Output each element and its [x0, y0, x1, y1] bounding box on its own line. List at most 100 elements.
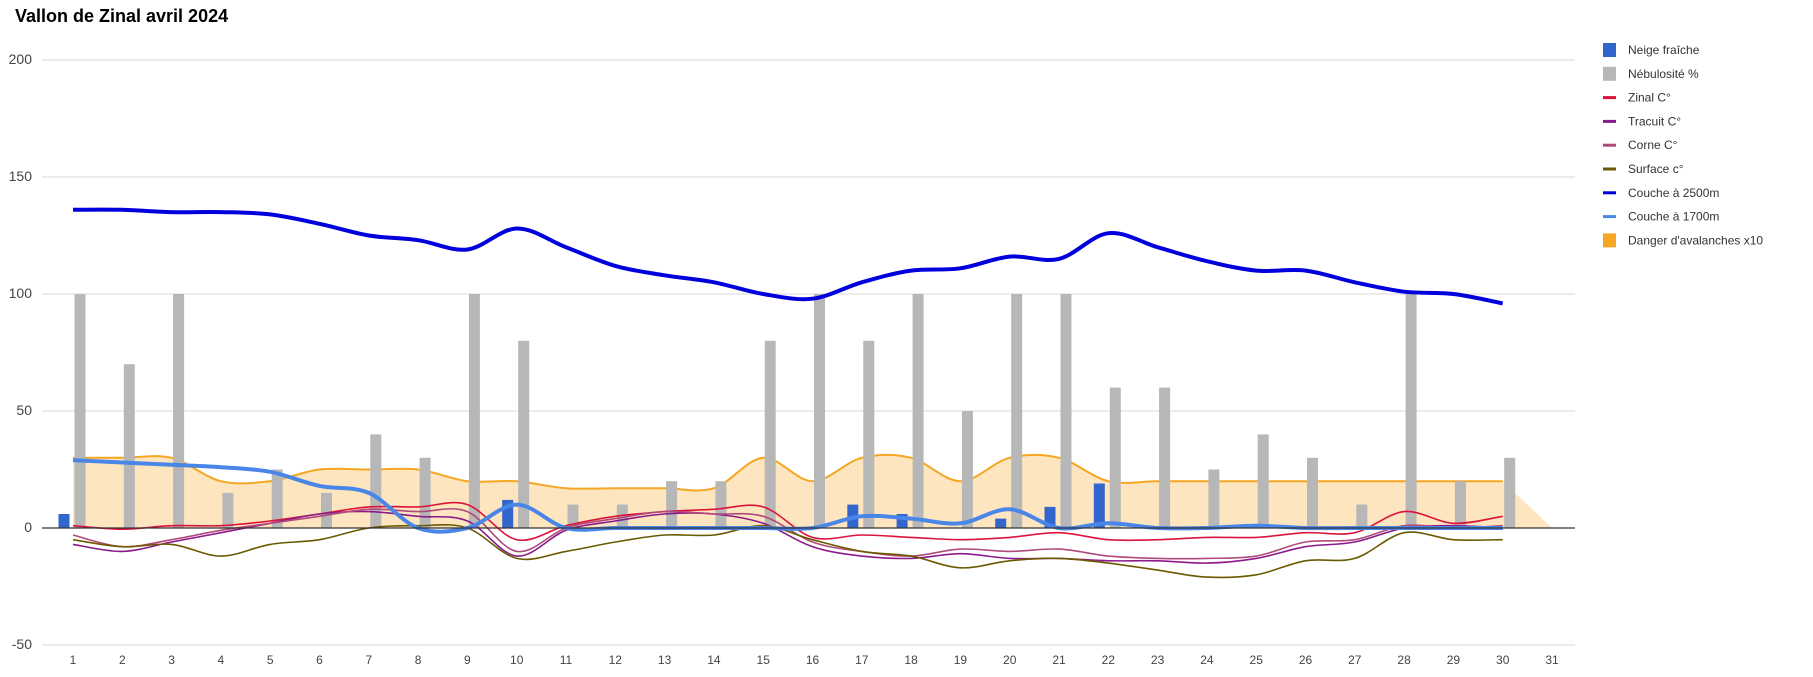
x-tick-label: 22 — [1102, 653, 1116, 667]
legend-swatch — [1603, 215, 1616, 219]
y-tick-label: 100 — [9, 285, 33, 301]
bar-nebulosite — [1307, 457, 1318, 528]
legend-label: Zinal C° — [1628, 91, 1671, 105]
bar-nebulosite — [1257, 434, 1269, 528]
grid-layer — [42, 59, 1575, 646]
x-tick-label: 13 — [658, 653, 672, 667]
y-tick-label: -50 — [12, 636, 32, 652]
x-tick-label: 18 — [904, 653, 918, 667]
legend-label: Nébulosité % — [1628, 67, 1699, 81]
bar-nebulosite — [1109, 387, 1121, 528]
legend-swatch — [1603, 167, 1616, 171]
line-layer — [72, 207, 1504, 579]
legend-label: Tracuit C° — [1628, 114, 1681, 128]
x-tick-label: 11 — [560, 653, 573, 667]
x-tick-label: 31 — [1545, 653, 1559, 667]
y-tick-label: 50 — [16, 402, 32, 418]
bar-nebulosite — [912, 294, 924, 528]
x-tick-label: 27 — [1348, 653, 1362, 667]
bar-neige-fraiche — [896, 514, 908, 528]
series-line — [72, 510, 1503, 564]
x-tick-label: 29 — [1447, 653, 1461, 667]
x-tick-label: 10 — [510, 653, 524, 667]
bar-nebulosite — [863, 340, 875, 528]
legend-swatch — [1603, 66, 1616, 81]
x-tick-label: 21 — [1052, 653, 1066, 667]
x-tick-label: 7 — [365, 653, 372, 667]
x-tick-label: 6 — [316, 653, 323, 667]
bar-nebulosite — [222, 492, 234, 528]
bar-nebulosite — [370, 434, 382, 528]
x-tick-label: 9 — [464, 653, 471, 667]
legend-swatch — [1603, 96, 1616, 100]
bar-nebulosite — [123, 364, 135, 528]
legend-label: Surface c° — [1628, 162, 1684, 176]
y-tick-label: 0 — [24, 519, 32, 535]
bar-nebulosite — [419, 457, 431, 528]
bar-nebulosite — [518, 340, 530, 528]
bar-nebulosite — [764, 340, 776, 528]
legend-label: Couche à 2500m — [1628, 186, 1719, 200]
bar-nebulosite — [1454, 481, 1466, 528]
series-line — [72, 523, 1503, 579]
x-tick-label: 3 — [168, 653, 175, 667]
x-tick-label: 1 — [70, 653, 77, 667]
bar-nebulosite — [1208, 469, 1220, 528]
legend-label: Neige fraîche — [1628, 43, 1700, 57]
bar-nebulosite — [321, 492, 332, 528]
bar-nebulosite — [74, 294, 86, 528]
x-tick-label: 28 — [1397, 653, 1411, 667]
x-tick-label: 4 — [218, 653, 225, 667]
x-tick-label: 26 — [1299, 653, 1313, 667]
x-tick-label: 30 — [1496, 653, 1510, 667]
x-tick-label: 2 — [119, 653, 126, 667]
bar-nebulosite — [271, 469, 283, 528]
bar-nebulosite — [1060, 294, 1072, 528]
x-tick-label: 16 — [806, 653, 820, 667]
y-tick-label: 150 — [9, 168, 33, 184]
bar-nebulosite — [961, 411, 973, 528]
legend-swatch — [1603, 143, 1616, 147]
bar-nebulosite — [666, 481, 678, 528]
bar-neige-fraiche — [502, 499, 514, 528]
series-line — [72, 458, 1503, 534]
bar-nebulosite — [468, 294, 480, 528]
bar-neige-fraiche — [1044, 506, 1056, 528]
bar-neige-fraiche — [1093, 483, 1105, 528]
bar-nebulosite — [1011, 294, 1023, 528]
x-tick-label: 19 — [954, 653, 968, 667]
bar-nebulosite — [1356, 504, 1368, 528]
legend: Neige fraîche Nébulosité % Zinal C° Tracuit… — [1603, 43, 1763, 248]
x-tick-label: 25 — [1250, 653, 1264, 667]
bar-nebulosite — [1159, 387, 1171, 528]
bar-nebulosite — [715, 481, 727, 528]
bar-nebulosite — [1405, 294, 1417, 528]
legend-label: Couche à 1700m — [1628, 210, 1719, 224]
legend-swatch — [1603, 233, 1616, 248]
bar-nebulosite — [567, 504, 579, 528]
x-tick-label: 8 — [415, 653, 422, 667]
legend-label: Danger d'avalanches x10 — [1628, 233, 1763, 247]
y-tick-label: 200 — [9, 51, 33, 67]
x-tick-label: 24 — [1200, 653, 1214, 667]
x-tick-label: 12 — [609, 653, 623, 667]
bar-layer — [58, 294, 1516, 528]
legend-swatch — [1603, 119, 1616, 123]
bar-neige-fraiche — [58, 514, 70, 528]
bar-nebulosite — [616, 504, 628, 528]
legend-swatch — [1603, 191, 1616, 195]
bar-nebulosite — [1504, 457, 1516, 528]
x-tick-label: 17 — [855, 653, 869, 667]
bar-neige-fraiche — [995, 518, 1007, 528]
series-line — [72, 207, 1504, 306]
chart-title: Vallon de Zinal avril 2024 — [15, 6, 229, 26]
x-tick-label: 5 — [267, 653, 274, 667]
x-tick-label: 14 — [707, 653, 721, 667]
bar-nebulosite — [814, 294, 825, 528]
x-tick-label: 23 — [1151, 653, 1165, 667]
x-tick-label: 20 — [1003, 653, 1017, 667]
legend-label: Corne C° — [1628, 138, 1678, 152]
